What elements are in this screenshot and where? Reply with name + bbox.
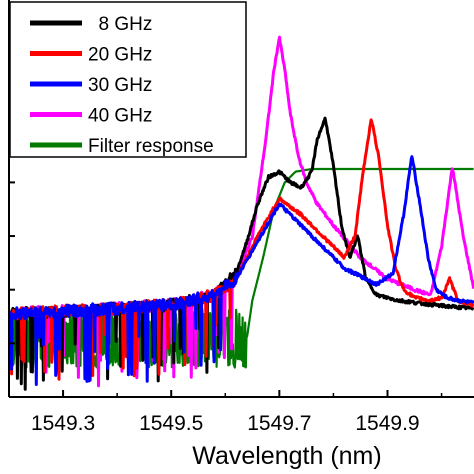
legend-label-20-ghz: 20 GHz (88, 45, 152, 66)
x-tick-label: 1549.9 (355, 412, 419, 435)
legend-label-filter-response: Filter response (88, 136, 214, 157)
legend-box (9, 1, 247, 158)
legend-label-30-ghz: 30 GHz (88, 75, 152, 96)
legend-label-40-ghz: 40 GHz (88, 106, 152, 127)
x-axis-label: Wavelength (nm) (192, 442, 381, 470)
series-line-30-ghz (9, 155, 474, 386)
x-tick-label: 1549.3 (31, 412, 95, 435)
x-tick-label: 1549.5 (139, 412, 203, 435)
x-tick-label: 1549.7 (247, 412, 311, 435)
legend-label-8-ghz: 8 GHz (88, 14, 152, 35)
